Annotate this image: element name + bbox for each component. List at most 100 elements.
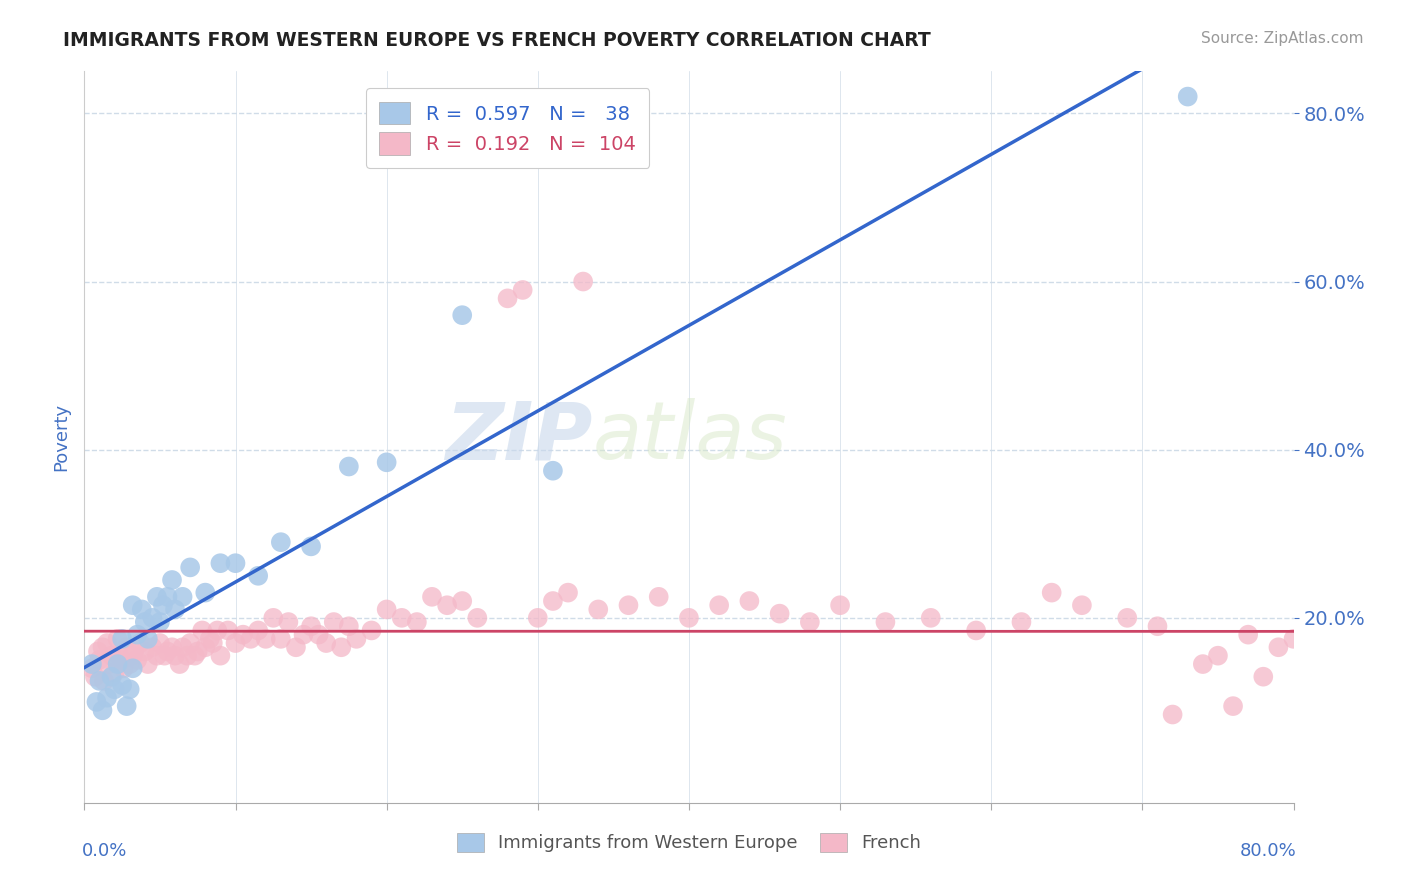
Point [100, 648, 122, 663]
Point [134, 644, 156, 658]
Text: 0.0%: 0.0% [82, 842, 127, 860]
Point [104, 682, 127, 697]
Point [1374, 648, 1396, 663]
Point [225, 636, 247, 650]
Point [146, 648, 169, 663]
Point [149, 636, 172, 650]
Point [194, 640, 217, 655]
Point [179, 560, 201, 574]
Point [100, 670, 122, 684]
Point [160, 573, 183, 587]
Point [97, 657, 120, 671]
Point [198, 632, 221, 646]
Point [209, 556, 232, 570]
Text: ZIP: ZIP [444, 398, 592, 476]
Point [299, 540, 322, 554]
Point [209, 648, 232, 663]
Point [232, 627, 254, 641]
Text: 80.0%: 80.0% [1240, 842, 1296, 860]
Point [1146, 619, 1168, 633]
Point [115, 699, 138, 714]
Point [84, 670, 107, 684]
Point [1071, 599, 1094, 613]
Point [360, 624, 382, 638]
Point [91, 703, 114, 717]
Point [172, 590, 194, 604]
Point [496, 291, 519, 305]
Point [1011, 615, 1033, 629]
Point [1237, 627, 1260, 641]
Point [118, 657, 141, 671]
Point [330, 640, 353, 655]
Point [1116, 611, 1139, 625]
Point [830, 599, 852, 613]
Point [115, 640, 138, 655]
Point [165, 648, 187, 663]
Text: IMMIGRANTS FROM WESTERN EUROPE VS FRENCH POVERTY CORRELATION CHART: IMMIGRANTS FROM WESTERN EUROPE VS FRENCH… [63, 31, 931, 50]
Point [1040, 585, 1063, 599]
Point [179, 636, 201, 650]
Point [96, 690, 118, 705]
Point [152, 599, 174, 613]
Point [1282, 632, 1305, 646]
Point [104, 665, 127, 680]
Text: Source: ZipAtlas.com: Source: ZipAtlas.com [1201, 31, 1364, 46]
Point [346, 632, 368, 646]
Point [131, 602, 153, 616]
Point [89, 653, 111, 667]
Point [451, 308, 474, 322]
Point [217, 624, 239, 638]
Point [1206, 648, 1229, 663]
Point [299, 619, 322, 633]
Point [108, 648, 131, 663]
Point [156, 644, 179, 658]
Point [277, 615, 299, 629]
Point [308, 627, 330, 641]
Point [141, 611, 163, 625]
Point [172, 640, 194, 655]
Point [512, 283, 534, 297]
Point [149, 615, 172, 629]
Point [111, 632, 134, 646]
Point [467, 611, 489, 625]
Point [1327, 648, 1350, 663]
Point [146, 590, 169, 604]
Point [965, 624, 987, 638]
Point [527, 611, 550, 625]
Point [337, 619, 360, 633]
Point [262, 611, 284, 625]
Point [285, 640, 308, 655]
Point [1222, 699, 1244, 714]
Point [169, 657, 191, 671]
Point [191, 624, 214, 638]
Point [375, 455, 398, 469]
Point [93, 673, 115, 688]
Point [247, 624, 270, 638]
Point [96, 636, 118, 650]
Point [1343, 661, 1365, 675]
Point [107, 657, 129, 671]
Point [648, 590, 671, 604]
Point [451, 594, 474, 608]
Point [187, 644, 209, 658]
Point [292, 627, 315, 641]
Point [1192, 657, 1215, 671]
Point [541, 464, 564, 478]
Point [165, 602, 187, 616]
Point [80, 661, 103, 675]
Point [121, 599, 143, 613]
Point [136, 632, 159, 646]
Point [91, 640, 114, 655]
Point [111, 678, 134, 692]
Point [121, 661, 143, 675]
Point [247, 569, 270, 583]
Point [183, 648, 205, 663]
Point [678, 611, 700, 625]
Point [156, 590, 179, 604]
Point [87, 644, 110, 658]
Point [136, 657, 159, 671]
Point [1267, 640, 1289, 655]
Point [89, 673, 111, 688]
Point [194, 585, 217, 599]
Point [738, 594, 761, 608]
